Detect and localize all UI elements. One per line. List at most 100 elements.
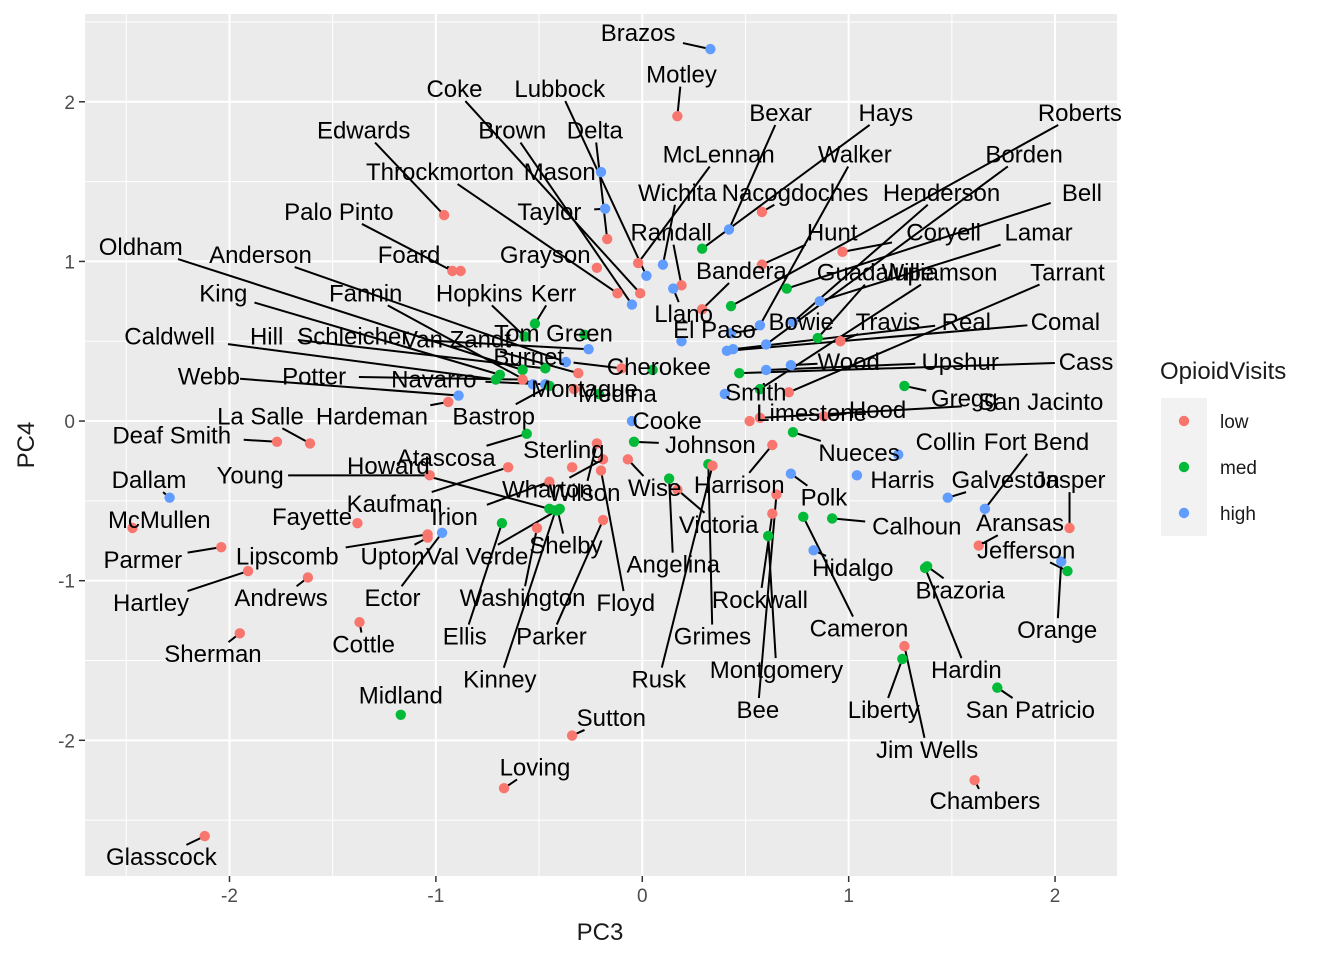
- point-label: Mason: [524, 159, 596, 186]
- data-point: [591, 262, 603, 274]
- point-label: Foard: [378, 242, 441, 269]
- data-point: [453, 390, 464, 401]
- data-point: [517, 364, 528, 376]
- point-label: Smith: [725, 379, 786, 406]
- point-label: Chambers: [930, 788, 1041, 815]
- data-point: [490, 374, 501, 385]
- point-label: Edwards: [317, 118, 410, 145]
- leader-line: [903, 645, 926, 739]
- leader-line: [297, 339, 546, 370]
- leader-line: [374, 141, 445, 216]
- point-label: El Paso: [673, 317, 756, 344]
- point-label: Tarrant: [1030, 260, 1105, 287]
- data-point: [579, 329, 590, 341]
- leader-line: [187, 570, 249, 592]
- data-point: [436, 527, 448, 538]
- point-label: Polk: [801, 485, 849, 512]
- point-label: Andrews: [234, 585, 327, 612]
- point-label: Comal: [1031, 309, 1100, 336]
- point-label: Roberts: [1038, 100, 1122, 127]
- leader-line: [227, 343, 496, 381]
- point-label: Walker: [818, 141, 892, 168]
- point-label: Llano: [654, 301, 713, 328]
- point-label: Oldham: [99, 234, 183, 261]
- data-point: [771, 489, 782, 500]
- data-point: [595, 166, 607, 178]
- leader-line: [707, 464, 714, 625]
- point-label: Travis: [856, 309, 920, 336]
- point-label: Palo Pinto: [284, 199, 393, 226]
- data-point: [754, 320, 766, 331]
- data-point: [593, 388, 605, 400]
- point-label: Sterling: [523, 437, 604, 464]
- point-label: Wichita: [638, 180, 717, 207]
- point-label: Harris: [870, 467, 934, 494]
- data-point: [734, 367, 745, 379]
- point-label: Guadalupe: [817, 260, 934, 287]
- leader-line: [595, 142, 609, 240]
- data-point: [705, 43, 716, 55]
- leader-line: [568, 458, 604, 479]
- point-label: Brown: [478, 118, 546, 145]
- point-label: Bowie: [769, 309, 834, 336]
- point-label: Midland: [359, 683, 443, 710]
- point-label: Galveston: [952, 467, 1060, 494]
- point-label: Montgomery: [710, 657, 843, 684]
- point-label: Hays: [858, 100, 913, 127]
- point-label: Cherokee: [607, 354, 711, 381]
- point-label: Hopkins: [436, 280, 523, 307]
- leader-line: [924, 567, 963, 659]
- x-tick-label: 0: [637, 886, 648, 907]
- leader-line: [177, 258, 523, 371]
- point-label: Potter: [282, 363, 346, 390]
- point-label: Bell: [1062, 180, 1102, 207]
- point-label: Kinney: [463, 667, 536, 694]
- data-point: [498, 783, 510, 794]
- point-label: Irion: [431, 504, 478, 531]
- point-label: Cottle: [332, 632, 395, 659]
- data-point: [626, 415, 638, 427]
- point-label: Johnson: [665, 432, 756, 459]
- data-point: [521, 428, 532, 440]
- point-label: Taylor: [517, 199, 581, 226]
- point-label: Glasscock: [106, 844, 218, 871]
- data-point: [531, 522, 543, 534]
- legend-swatch: [1178, 461, 1190, 473]
- data-point: [899, 640, 910, 652]
- leader-line: [757, 494, 778, 699]
- data-point: [597, 514, 609, 526]
- leader-line: [524, 527, 538, 587]
- point-label: Kerr: [531, 280, 576, 307]
- leader-line: [730, 124, 1059, 307]
- data-point: [814, 296, 825, 307]
- data-point: [302, 572, 314, 583]
- point-label: Henderson: [883, 180, 1000, 207]
- leader-line: [457, 183, 619, 295]
- point-label: Brazos: [601, 20, 676, 47]
- data-point: [897, 653, 908, 665]
- major-gridlines: [85, 14, 1117, 876]
- y-axis-title: PC4: [13, 422, 40, 469]
- point-label: Upshur: [921, 349, 998, 376]
- data-point: [787, 316, 799, 328]
- x-tick-label: 2: [1050, 886, 1061, 907]
- point-label: Bexar: [749, 100, 812, 127]
- data-point: [568, 383, 580, 395]
- data-point: [781, 283, 792, 294]
- data-point: [544, 476, 555, 487]
- x-tick-label: -1: [427, 886, 444, 907]
- data-point: [672, 484, 683, 495]
- point-label: Rockwall: [712, 587, 808, 614]
- point-label: Ellis: [443, 624, 487, 651]
- point-label: Gregg: [931, 386, 998, 413]
- data-point: [973, 540, 984, 551]
- point-label: Fayette: [272, 504, 352, 531]
- point-label: Upton: [361, 544, 425, 571]
- point-label: Bandera: [696, 258, 787, 285]
- data-point: [760, 364, 772, 376]
- point-labels: Brazos Motley Bexar Hays Roberts Coke Lubbock E…: [99, 20, 1122, 871]
- x-axis-title: PC3: [577, 919, 624, 946]
- point-label: Real: [942, 309, 991, 336]
- point-label: Cooke: [632, 408, 701, 435]
